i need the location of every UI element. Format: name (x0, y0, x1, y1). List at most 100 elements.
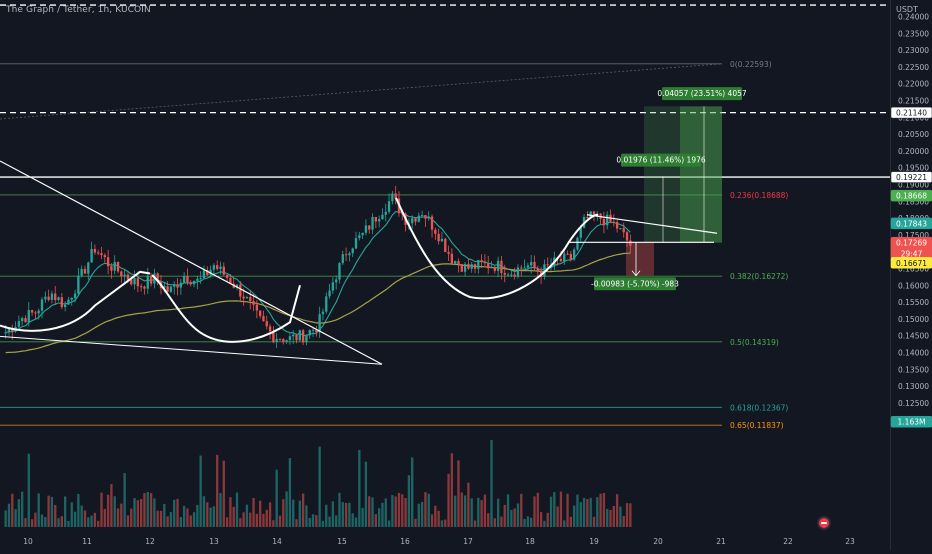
volume-bar (311, 514, 315, 527)
volume-bar (278, 515, 282, 527)
candle-body (467, 263, 470, 269)
candle-body (169, 286, 173, 292)
alert-icon[interactable] (817, 516, 831, 530)
candle-body (559, 259, 563, 262)
volume-bar (351, 513, 354, 527)
candle-body (120, 271, 123, 277)
candle-body (516, 267, 520, 277)
candle-body (374, 217, 377, 222)
candle-body (434, 229, 437, 234)
candle-body (106, 257, 110, 267)
candle-body (454, 260, 457, 264)
candle-body (318, 314, 321, 333)
time-tick: 17 (463, 537, 473, 546)
candle-body (520, 267, 523, 269)
volume-bar (255, 513, 259, 527)
volume-bar (103, 508, 106, 527)
candle-body (325, 296, 328, 312)
candle-body (229, 277, 232, 284)
time-tick: 15 (337, 537, 347, 546)
candle-body (103, 255, 106, 258)
volume-bar (272, 520, 275, 527)
candle-body (186, 275, 189, 283)
candle-body (298, 330, 301, 341)
candle-body (156, 273, 159, 282)
fib-level-label: 0.65(0.11837) (730, 421, 784, 430)
volume-bar (265, 509, 268, 527)
candle-body (546, 264, 549, 266)
candle-body (77, 275, 80, 294)
volume-bar (533, 496, 536, 527)
candle-body (460, 264, 463, 272)
candle-body (328, 290, 331, 297)
volume-bar (371, 497, 374, 527)
fib-retracement: 0(0.22593)0.236(0.18688)0.382(0.16272)0.… (0, 60, 788, 430)
volume-bar (179, 516, 182, 527)
candle-body (272, 331, 275, 343)
volume-bar (516, 503, 520, 527)
candle-body (496, 260, 500, 271)
volume-bar (295, 519, 298, 527)
volume-bar (404, 497, 407, 527)
candle-body (83, 268, 87, 274)
candle-body (483, 262, 487, 264)
volume-bar (14, 509, 17, 527)
candle-body (437, 233, 440, 242)
candle-body (351, 248, 354, 254)
candle-body (123, 274, 126, 277)
volume-bar (625, 503, 629, 527)
candle-body (113, 261, 116, 271)
volume-bar (156, 510, 159, 527)
candle-body (282, 339, 285, 342)
candle-body (73, 293, 77, 298)
volume-bar (401, 494, 404, 527)
candle-body (136, 278, 140, 287)
candle-body (440, 238, 444, 242)
volume-bar (582, 497, 586, 527)
candle-body (60, 297, 63, 308)
candle-body (21, 318, 24, 322)
candle-body (569, 253, 573, 260)
candle-body (70, 297, 73, 300)
candle-body (54, 293, 57, 301)
volume-bar (592, 516, 596, 527)
volume-bar (612, 505, 615, 527)
candle-body (354, 238, 358, 249)
volume-bar (457, 460, 460, 527)
candle-body (90, 248, 93, 263)
candle-body (37, 310, 40, 314)
volume-bar (463, 495, 467, 527)
candle-body (149, 275, 153, 284)
fib-level-label: 0.236(0.18688) (730, 191, 788, 200)
volume-bar (414, 518, 417, 527)
profit-zone-target (644, 106, 722, 243)
volume-bar (384, 498, 387, 527)
volume-bar (163, 503, 166, 527)
volume-bar (298, 500, 301, 527)
candle-body (239, 284, 242, 297)
volume-bar (566, 493, 569, 527)
candle-body (11, 328, 14, 332)
candle-body (133, 278, 136, 285)
volume-bar (262, 513, 265, 527)
volume-bar (500, 516, 503, 527)
volume-bar (407, 475, 411, 527)
volume-bar (209, 507, 212, 527)
long-position-tool: 0.04057 (23.51%) 4057 0.01976 (11.46%) 19… (591, 87, 747, 291)
profit-zone-inner (680, 106, 722, 243)
volume-bar (348, 502, 351, 527)
candle-body (424, 215, 427, 219)
fib-trend-line (0, 63, 723, 120)
candle-body (321, 311, 325, 315)
volume-bar (546, 512, 549, 527)
price-scale[interactable] (890, 0, 932, 550)
ema-fast-line (5, 211, 631, 336)
candle-body (417, 215, 420, 222)
volume-bar (44, 516, 47, 527)
candle-body (242, 296, 245, 299)
volume-bar (123, 473, 126, 527)
volume-bar (427, 493, 430, 527)
volume-bar (229, 497, 232, 527)
